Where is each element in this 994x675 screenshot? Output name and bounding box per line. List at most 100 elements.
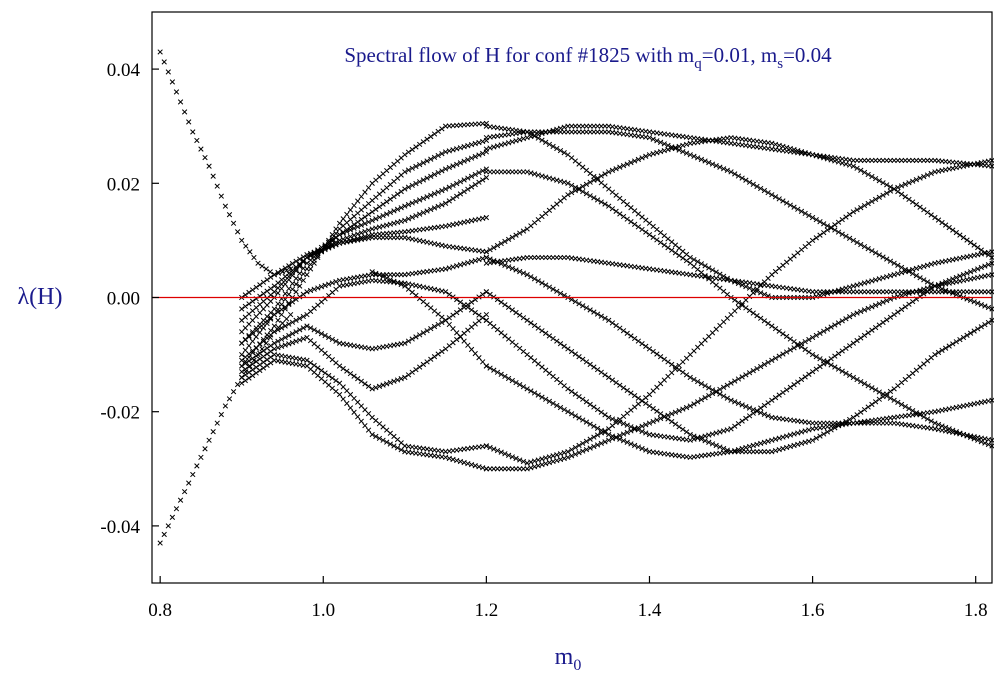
point-11-19 bbox=[307, 325, 314, 331]
point-5-66 bbox=[480, 168, 486, 174]
point-27-9 bbox=[517, 382, 523, 388]
point-11-50 bbox=[420, 330, 427, 336]
point-4-36 bbox=[369, 209, 375, 215]
point-15-0 bbox=[369, 269, 375, 275]
point-23-122 bbox=[935, 349, 942, 356]
point-17-68 bbox=[735, 173, 742, 179]
series-19 bbox=[483, 169, 994, 449]
point-27-78 bbox=[772, 436, 779, 442]
point-16-110 bbox=[891, 272, 897, 278]
point-6-63 bbox=[468, 184, 475, 190]
point-9-64 bbox=[472, 257, 478, 264]
point-26-45 bbox=[650, 418, 656, 425]
point-23-63 bbox=[717, 444, 723, 450]
point-17-96 bbox=[839, 231, 845, 237]
point-23-77 bbox=[769, 449, 775, 455]
point-6-56 bbox=[442, 200, 449, 206]
point-18-101 bbox=[858, 167, 864, 173]
point-3-8 bbox=[268, 316, 274, 322]
point-12-53 bbox=[431, 354, 438, 360]
point-16-107 bbox=[880, 275, 886, 281]
point-11-18 bbox=[304, 323, 310, 329]
point-27-68 bbox=[735, 446, 742, 453]
point-2-16 bbox=[297, 283, 303, 289]
point-25-3 bbox=[494, 447, 501, 454]
point-26-70 bbox=[743, 372, 749, 378]
point-11-57 bbox=[446, 315, 452, 321]
point-26-67 bbox=[732, 378, 738, 384]
point-19-121 bbox=[932, 420, 938, 426]
point-5-37 bbox=[373, 216, 379, 222]
point-23-4 bbox=[498, 299, 504, 305]
point-1-11 bbox=[202, 446, 208, 452]
point-5-29 bbox=[344, 228, 350, 235]
point-24-68 bbox=[735, 420, 742, 427]
point-19-49 bbox=[665, 245, 671, 251]
point-8-7 bbox=[264, 277, 270, 283]
point-11-59 bbox=[454, 309, 460, 316]
point-17-115 bbox=[910, 270, 916, 277]
point-0-12 bbox=[206, 163, 212, 169]
point-16-17 bbox=[546, 141, 553, 148]
point-26-91 bbox=[821, 328, 827, 334]
point-18-109 bbox=[887, 184, 894, 190]
point-19-126 bbox=[950, 427, 956, 433]
point-18-113 bbox=[902, 194, 908, 200]
point-23-29 bbox=[591, 364, 597, 370]
point-0-16 bbox=[222, 203, 229, 209]
point-24-33 bbox=[606, 414, 612, 421]
point-27-43 bbox=[643, 447, 649, 453]
point-21-40 bbox=[631, 335, 638, 342]
point-17-132 bbox=[971, 299, 977, 305]
point-19-14 bbox=[535, 172, 541, 178]
point-24-70 bbox=[743, 415, 749, 422]
point-23-6 bbox=[505, 304, 512, 311]
point-8-26 bbox=[333, 241, 339, 248]
point-24-90 bbox=[817, 363, 823, 370]
point-24-59 bbox=[702, 433, 708, 439]
point-27-87 bbox=[806, 427, 812, 433]
point-24-130 bbox=[964, 270, 970, 276]
point-9-14 bbox=[289, 299, 296, 305]
point-8-15 bbox=[293, 258, 299, 264]
point-20-86 bbox=[802, 150, 808, 156]
point-1-9 bbox=[194, 463, 200, 469]
point-2-55 bbox=[439, 126, 445, 132]
point-18-99 bbox=[850, 163, 857, 169]
point-19-30 bbox=[594, 197, 601, 203]
point-21-9 bbox=[517, 268, 523, 275]
point-23-55 bbox=[687, 431, 693, 438]
point-23-31 bbox=[598, 369, 604, 375]
point-26-120 bbox=[928, 284, 934, 290]
point-23-61 bbox=[709, 441, 716, 447]
point-21-49 bbox=[665, 359, 671, 365]
point-21-38 bbox=[624, 330, 630, 336]
point-1-2 bbox=[165, 523, 171, 529]
point-21-48 bbox=[661, 356, 667, 362]
point-24-28 bbox=[587, 401, 593, 408]
y-tick-label-4: -0.04 bbox=[100, 517, 140, 538]
point-1-19 bbox=[234, 381, 241, 388]
point-27-25 bbox=[576, 415, 582, 421]
point-16-116 bbox=[913, 265, 920, 272]
point-20-37 bbox=[620, 162, 627, 169]
point-5-49 bbox=[416, 197, 423, 203]
point-23-127 bbox=[953, 339, 959, 345]
point-6-54 bbox=[435, 203, 441, 210]
point-19-90 bbox=[817, 356, 823, 362]
point-2-32 bbox=[355, 198, 361, 204]
point-27-4 bbox=[498, 371, 504, 377]
point-18-122 bbox=[935, 217, 942, 223]
point-21-71 bbox=[746, 405, 753, 411]
point-26-113 bbox=[902, 291, 908, 298]
point-27-36 bbox=[617, 436, 623, 442]
point-24-99 bbox=[850, 340, 857, 346]
point-5-27 bbox=[336, 232, 343, 238]
point-0-1 bbox=[161, 59, 167, 65]
point-2-53 bbox=[431, 131, 438, 137]
point-9-65 bbox=[476, 256, 482, 263]
point-4-66 bbox=[480, 150, 486, 157]
point-17-45 bbox=[650, 136, 656, 142]
point-15-21 bbox=[446, 321, 452, 328]
point-17-56 bbox=[691, 153, 697, 159]
